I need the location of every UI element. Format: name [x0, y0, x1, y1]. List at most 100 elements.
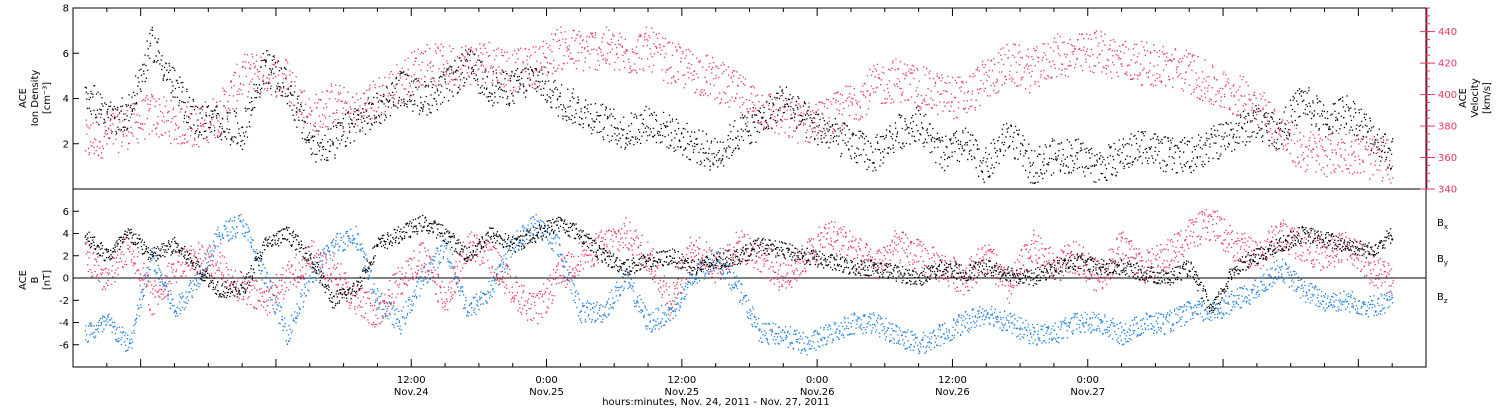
density-series-point [1321, 110, 1323, 112]
velocity-series-point [1043, 69, 1045, 72]
density-series-point [864, 143, 866, 145]
velocity-series-point [517, 48, 519, 50]
velocity-series-point [770, 109, 772, 111]
velocity-series-point [416, 80, 418, 83]
density-series-point [92, 96, 94, 98]
velocity-series-point [646, 44, 648, 47]
velocity-series-point [1323, 173, 1325, 175]
velocity-series-point [515, 62, 517, 64]
velocity-series-point [341, 124, 343, 126]
density-series-point [975, 140, 977, 142]
velocity-series-point [756, 114, 758, 116]
velocity-series-point [1311, 156, 1313, 159]
density-series-point [1081, 166, 1083, 168]
density-series-point [451, 66, 453, 68]
velocity-series-point [1362, 161, 1364, 163]
by-series-point [167, 283, 169, 285]
density-series-point [624, 146, 627, 149]
density-series-point [966, 141, 968, 144]
density-series-point [650, 113, 653, 115]
velocity-series-point [162, 134, 164, 136]
velocity-series-point [663, 45, 665, 47]
velocity-series-point [311, 110, 313, 112]
density-series-point [1126, 163, 1128, 165]
velocity-series-point [1181, 77, 1183, 79]
density-series-point [1209, 146, 1211, 148]
density-series-point [441, 101, 444, 104]
density-series-point [956, 159, 959, 162]
density-series-point [262, 80, 264, 83]
density-series-point [1106, 179, 1108, 182]
velocity-series-point [98, 155, 100, 157]
density-series-point [1316, 95, 1318, 97]
by-series-point [169, 302, 171, 304]
density-series-point [959, 141, 962, 143]
velocity-series-point [906, 75, 908, 77]
density-series-point [301, 137, 304, 140]
density-series-point [625, 138, 627, 140]
velocity-series-point [1279, 134, 1281, 136]
density-series-point [811, 121, 813, 123]
velocity-series-point [789, 102, 791, 104]
density-series-point [1294, 111, 1296, 113]
density-series-point [1242, 141, 1244, 143]
velocity-series-point [638, 57, 640, 59]
velocity-series-point [1222, 88, 1224, 90]
density-series-point [484, 71, 486, 73]
velocity-series-point [609, 44, 611, 46]
velocity-series-point [1183, 55, 1185, 57]
density-series-point [1264, 113, 1266, 115]
density-series-point [300, 103, 302, 106]
velocity-series-point [1246, 120, 1249, 122]
density-series-point [579, 124, 582, 126]
velocity-series-point [285, 75, 287, 77]
by-series-point [87, 340, 90, 342]
density-series-point [1371, 127, 1373, 129]
density-series-point [569, 105, 571, 107]
density-series-point [778, 97, 781, 100]
density-series-point [448, 67, 450, 69]
density-series-point [989, 175, 991, 177]
velocity-series-point [1214, 78, 1216, 80]
velocity-series-point [980, 79, 982, 82]
density-series-point [993, 167, 995, 169]
density-series-point [620, 146, 622, 148]
density-series-point [671, 120, 673, 122]
density-series-point [548, 96, 550, 98]
velocity-series-point [1216, 90, 1219, 92]
velocity-series-point [1025, 65, 1027, 67]
density-series-point [398, 96, 400, 99]
velocity-series-point [805, 132, 807, 134]
velocity-series-point [133, 102, 135, 105]
density-series-point [698, 129, 700, 131]
velocity-series-point [1360, 138, 1362, 140]
velocity-series-point [836, 91, 838, 94]
velocity-series-point [1159, 80, 1161, 82]
density-series-point [1138, 151, 1141, 153]
velocity-series-point [1081, 33, 1084, 35]
density-series-point [1367, 130, 1369, 132]
velocity-series-point [294, 85, 297, 87]
velocity-series-point [1357, 155, 1360, 157]
velocity-series-point [827, 99, 829, 101]
velocity-series-point [721, 72, 724, 75]
density-series-point [802, 105, 805, 107]
velocity-series-point [364, 92, 366, 95]
velocity-series-point [93, 146, 95, 148]
velocity-series-point [538, 85, 541, 87]
density-series-point [483, 87, 485, 89]
velocity-series-point [1143, 49, 1146, 52]
density-series-point [263, 59, 265, 61]
density-series-point [999, 148, 1001, 150]
velocity-series-point [596, 69, 598, 71]
density-series-point [245, 131, 247, 133]
velocity-series-point [1195, 87, 1198, 89]
velocity-series-point [602, 58, 604, 60]
density-series-point [436, 103, 438, 105]
density-series-point [1173, 145, 1176, 147]
velocity-series-point [157, 123, 159, 125]
density-series-point [400, 72, 402, 74]
density-series-point [609, 108, 611, 110]
density-series-point [431, 104, 433, 107]
velocity-series-point [643, 69, 645, 72]
